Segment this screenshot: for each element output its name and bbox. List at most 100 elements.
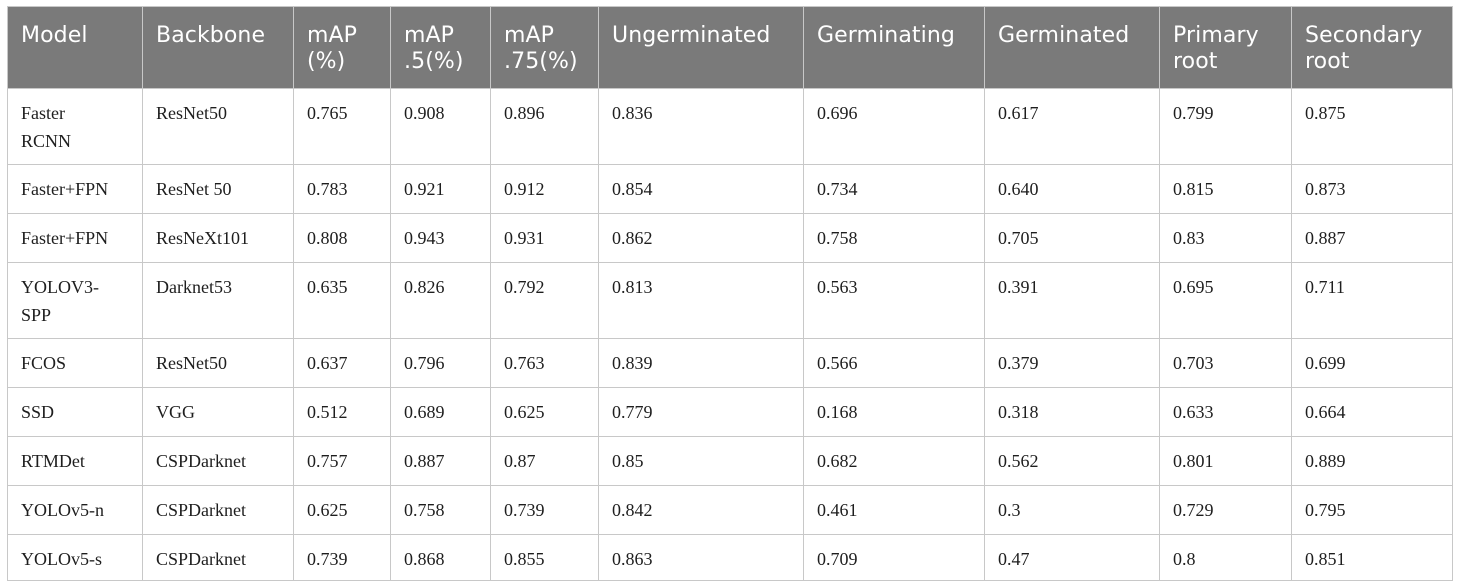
cell-germinated: 0.391 (984, 262, 1160, 339)
cell-backbone: ResNet 50 (142, 164, 294, 214)
header-map-line-1: mAP (307, 23, 358, 48)
header-primary-root-line-2: root (1173, 49, 1218, 74)
cell-germinating: 0.566 (803, 338, 985, 388)
cell-germinating: 0.734 (803, 164, 985, 214)
cell-map: 0.765 (293, 88, 391, 165)
header-primary-root: Primary root (1159, 6, 1292, 89)
cell-ungerminated: 0.813 (598, 262, 804, 339)
cell-ungerminated: 0.854 (598, 164, 804, 214)
header-secondary-root: Secondary root (1291, 6, 1453, 89)
header-ungerminated-line-1: Ungerminated (612, 23, 771, 48)
cell-map: 0.637 (293, 338, 391, 388)
table-body: Faster RCNN ResNet50 0.765 0.908 0.896 0.… (7, 88, 1453, 581)
cell-germinated: 0.562 (984, 436, 1160, 486)
cell-secondary-root: 0.795 (1291, 485, 1453, 535)
cell-model: Faster RCNN (7, 88, 143, 165)
cell-map: 0.808 (293, 213, 391, 263)
cell-model-line-1: YOLOV3- (21, 277, 99, 297)
table-row: Faster+FPN ResNeXt101 0.808 0.943 0.931 … (7, 213, 1453, 263)
header-map-50-line-1: mAP (404, 23, 455, 48)
cell-germinated: 0.47 (984, 534, 1160, 581)
cell-primary-root: 0.801 (1159, 436, 1292, 486)
table-header: Model Backbone mAP (%) mAP .5(%) mAP .75(%)… (7, 6, 1453, 89)
cell-secondary-root: 0.889 (1291, 436, 1453, 486)
cell-backbone: ResNet50 (142, 338, 294, 388)
cell-backbone: ResNet50 (142, 88, 294, 165)
cell-backbone: Darknet53 (142, 262, 294, 339)
table-row: SSD VGG 0.512 0.689 0.625 0.779 0.168 0.… (7, 387, 1453, 437)
cell-backbone: CSPDarknet (142, 436, 294, 486)
header-map: mAP (%) (293, 6, 391, 89)
cell-map: 0.739 (293, 534, 391, 581)
table-row: YOLOV3- SPP Darknet53 0.635 0.826 0.792 0… (7, 262, 1453, 339)
header-germinating: Germinating (803, 6, 985, 89)
header-model: Model (7, 6, 143, 89)
cell-secondary-root: 0.699 (1291, 338, 1453, 388)
cell-model-line-2: RCNN (21, 131, 72, 151)
cell-secondary-root: 0.711 (1291, 262, 1453, 339)
cell-primary-root: 0.695 (1159, 262, 1292, 339)
cell-ungerminated: 0.863 (598, 534, 804, 581)
cell-model: Faster+FPN (7, 213, 143, 263)
table-row: RTMDet CSPDarknet 0.757 0.887 0.87 0.85 … (7, 436, 1453, 486)
cell-secondary-root: 0.664 (1291, 387, 1453, 437)
cell-map-50: 0.689 (390, 387, 491, 437)
table-row: YOLOv5-n CSPDarknet 0.625 0.758 0.739 0.… (7, 485, 1453, 535)
cell-ungerminated: 0.85 (598, 436, 804, 486)
header-row: Model Backbone mAP (%) mAP .5(%) mAP .75(%)… (7, 6, 1453, 89)
cell-primary-root: 0.703 (1159, 338, 1292, 388)
header-backbone: Backbone (142, 6, 294, 89)
cell-germinated: 0.318 (984, 387, 1160, 437)
cell-germinating: 0.168 (803, 387, 985, 437)
cell-map-50: 0.868 (390, 534, 491, 581)
cell-map-75: 0.896 (490, 88, 599, 165)
cell-map-75: 0.931 (490, 213, 599, 263)
cell-germinating: 0.563 (803, 262, 985, 339)
header-germinating-line-1: Germinating (817, 23, 955, 48)
cell-map: 0.512 (293, 387, 391, 437)
cell-germinating: 0.758 (803, 213, 985, 263)
cell-primary-root: 0.729 (1159, 485, 1292, 535)
header-model-line-1: Model (21, 23, 88, 48)
cell-map-50: 0.796 (390, 338, 491, 388)
header-secondary-root-line-1: Secondary (1305, 23, 1423, 48)
cell-model: YOLOv5-n (7, 485, 143, 535)
header-map-75: mAP .75(%) (490, 6, 599, 89)
cell-map: 0.783 (293, 164, 391, 214)
cell-germinating: 0.682 (803, 436, 985, 486)
cell-primary-root: 0.83 (1159, 213, 1292, 263)
cell-primary-root: 0.815 (1159, 164, 1292, 214)
table-row: FCOS ResNet50 0.637 0.796 0.763 0.839 0.… (7, 338, 1453, 388)
cell-backbone: CSPDarknet (142, 534, 294, 581)
header-germinated: Germinated (984, 6, 1160, 89)
cell-map-50: 0.887 (390, 436, 491, 486)
cell-map-75: 0.855 (490, 534, 599, 581)
cell-model: YOLOV3- SPP (7, 262, 143, 339)
cell-germinated: 0.3 (984, 485, 1160, 535)
cell-model-line-2: SPP (21, 305, 52, 325)
cell-map-50: 0.943 (390, 213, 491, 263)
header-secondary-root-line-2: root (1305, 49, 1350, 74)
cell-map-75: 0.792 (490, 262, 599, 339)
cell-germinating: 0.709 (803, 534, 985, 581)
header-map-50-line-2: .5(%) (404, 49, 464, 74)
cell-primary-root: 0.799 (1159, 88, 1292, 165)
cell-backbone: VGG (142, 387, 294, 437)
header-map-50: mAP .5(%) (390, 6, 491, 89)
cell-germinating: 0.461 (803, 485, 985, 535)
cell-secondary-root: 0.875 (1291, 88, 1453, 165)
header-ungerminated: Ungerminated (598, 6, 804, 89)
cell-map-75: 0.739 (490, 485, 599, 535)
cell-secondary-root: 0.887 (1291, 213, 1453, 263)
cell-map-75: 0.912 (490, 164, 599, 214)
cell-model: Faster+FPN (7, 164, 143, 214)
cell-ungerminated: 0.836 (598, 88, 804, 165)
cell-map-50: 0.826 (390, 262, 491, 339)
cell-map-75: 0.87 (490, 436, 599, 486)
cell-germinated: 0.617 (984, 88, 1160, 165)
cell-ungerminated: 0.839 (598, 338, 804, 388)
cell-map: 0.635 (293, 262, 391, 339)
cell-backbone: ResNeXt101 (142, 213, 294, 263)
results-table: Model Backbone mAP (%) mAP .5(%) mAP .75(%)… (7, 6, 1453, 581)
cell-backbone: CSPDarknet (142, 485, 294, 535)
